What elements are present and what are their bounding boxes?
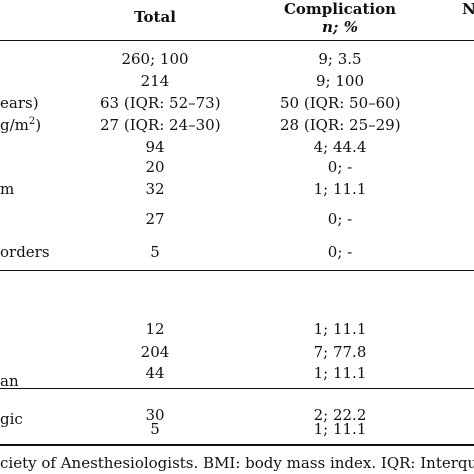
row-label-superscript: 2 (28, 116, 36, 127)
row-complication: 28 (IQR: 25–29) (280, 116, 401, 134)
row-label-bmi: g/m2) (0, 116, 41, 134)
header-complication-sub: n; % (322, 18, 358, 36)
row-label: ears) (0, 94, 39, 112)
header-total: Total (100, 8, 210, 26)
row-complication: 1; 11.1 (313, 180, 367, 198)
row-complication: 0; - (327, 243, 353, 261)
section-rule-lower (0, 388, 474, 389)
row-complication: 0; - (327, 158, 353, 176)
row-complication: 2; 22.2 (313, 406, 367, 424)
row-complication: 1; 11.1 (313, 364, 367, 382)
row-total: 27 (145, 210, 165, 228)
row-total: 214 (140, 72, 170, 90)
row-label: orders (0, 243, 50, 261)
row-total: 44 (145, 364, 165, 382)
row-complication: 0; - (327, 210, 353, 228)
row-label-tail: ) (35, 116, 42, 134)
row-complication: 9; 3.5 (318, 50, 362, 68)
row-total: 27 (IQR: 24–30) (100, 116, 221, 134)
row-total: 30 (145, 406, 165, 424)
row-complication: 1; 11.1 (313, 420, 367, 438)
row-total: 32 (145, 180, 165, 198)
header-total-label: Total (134, 8, 176, 26)
row-complication: 9; 100 (316, 72, 364, 90)
row-total: 63 (IQR: 52–73) (100, 94, 221, 112)
bottom-rule (0, 444, 474, 446)
header-complication-label: Complication (283, 0, 397, 18)
table-footnote: ciety of Anesthesiologists. BMI: body ma… (0, 454, 474, 472)
section-rule (0, 270, 474, 271)
header-clipped-right-label: N (462, 0, 474, 18)
row-total: 5 (150, 420, 160, 438)
header-clipped-right: N (462, 0, 474, 18)
row-total: 5 (150, 243, 160, 261)
row-complication: 1; 11.1 (313, 320, 367, 338)
row-total: 204 (140, 343, 170, 361)
row-complication: 7; 77.8 (313, 343, 367, 361)
row-complication: 4; 44.4 (313, 138, 367, 156)
row-label: m (0, 180, 15, 198)
row-total: 260; 100 (121, 50, 189, 68)
row-label: an (0, 372, 19, 390)
row-complication: 50 (IQR: 50–60) (280, 94, 401, 112)
row-total: 12 (145, 320, 165, 338)
row-label: gic (0, 410, 23, 428)
row-total: 20 (145, 158, 165, 176)
row-label-text: g/m (0, 116, 29, 134)
row-total: 94 (145, 138, 165, 156)
header-complication: Complication n; % (280, 0, 400, 36)
header-rule (0, 40, 474, 41)
